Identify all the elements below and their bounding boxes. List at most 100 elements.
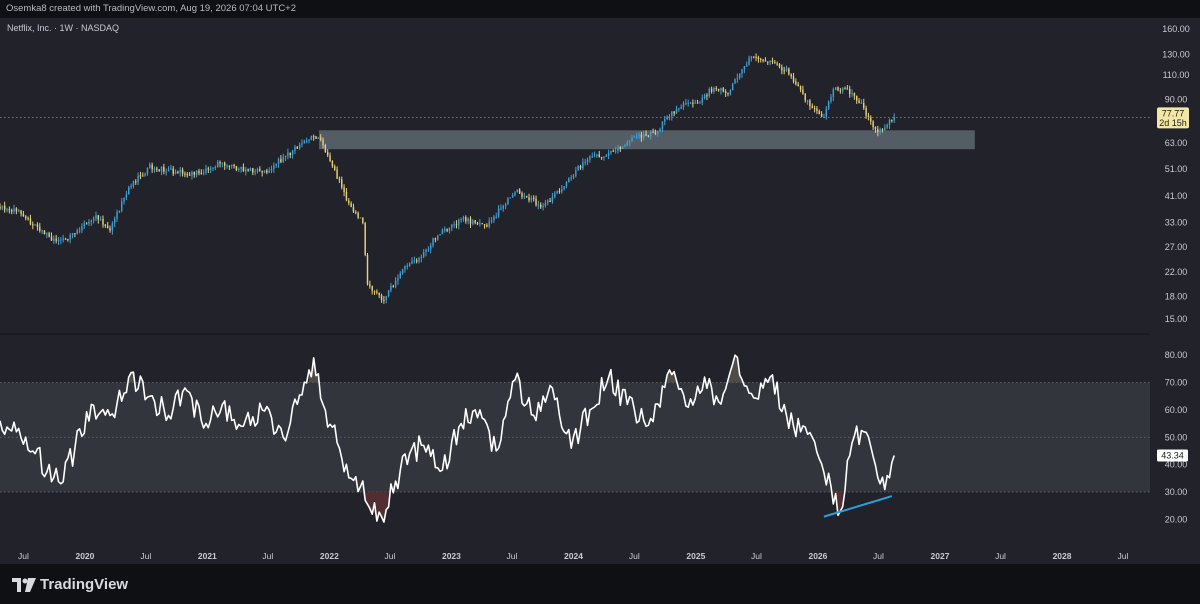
last-price-badge-bg xyxy=(1157,107,1189,129)
candle-body xyxy=(151,164,153,170)
candle xyxy=(877,125,879,137)
candle xyxy=(797,81,799,87)
rsi-pane[interactable] xyxy=(0,354,1150,523)
time-axis[interactable]: Jul 2020 Jul 2021 Jul 2022 Jul 2023 Jul 2024 Jul 20… xyxy=(18,551,1128,561)
candle xyxy=(326,148,329,158)
candle-body xyxy=(55,238,57,241)
candle xyxy=(413,256,416,264)
candle-body xyxy=(738,73,741,78)
candle xyxy=(659,127,661,133)
candle xyxy=(767,61,769,65)
candle-body xyxy=(760,59,762,61)
candle-body xyxy=(554,193,556,197)
candle-body xyxy=(769,60,771,63)
rsi-line-layer xyxy=(0,354,895,523)
candle xyxy=(556,190,558,195)
candle xyxy=(331,160,334,168)
candle xyxy=(638,131,640,140)
candle-body xyxy=(132,181,135,186)
candle-body xyxy=(366,254,369,285)
candle xyxy=(720,87,722,95)
candle-body xyxy=(642,134,645,138)
candle xyxy=(22,210,25,217)
candle xyxy=(415,258,418,264)
price-tick-label: 63.00 xyxy=(1165,138,1188,148)
candle xyxy=(156,166,158,173)
candle xyxy=(856,95,858,104)
candle xyxy=(64,237,67,240)
candle-body xyxy=(216,162,219,168)
price-tick-label: 130.00 xyxy=(1162,49,1190,59)
price-pane[interactable]: Netflix, Inc. · 1W · NASDAQ xyxy=(0,23,1150,304)
candle-body xyxy=(123,197,125,202)
candle-body xyxy=(610,150,612,153)
support-zone-layer xyxy=(319,130,975,150)
candle xyxy=(362,217,364,225)
candle-body xyxy=(394,280,397,287)
candle xyxy=(113,216,116,228)
candle xyxy=(561,185,563,194)
candle-body xyxy=(238,168,240,171)
candle-body xyxy=(172,168,174,174)
candle xyxy=(165,168,167,176)
candle-body xyxy=(710,88,713,92)
candle-body xyxy=(6,209,8,211)
candle xyxy=(673,111,675,117)
candle xyxy=(294,144,296,155)
candle-body xyxy=(495,216,497,218)
candle xyxy=(568,177,570,183)
candle-body xyxy=(120,201,123,211)
rsi-tick-label: 30.00 xyxy=(1165,487,1188,497)
candle-body xyxy=(809,100,811,107)
candle-body xyxy=(202,172,205,174)
candle-body xyxy=(170,168,172,170)
chart-area[interactable]: Netflix, Inc. · 1W · NASDAQ 160.00 130.00… xyxy=(0,18,1200,564)
candle xyxy=(652,128,654,133)
rsi-axis[interactable]: 80.00 70.00 60.00 50.00 40.00 30.00 20.00 43.34 xyxy=(1157,350,1188,524)
candle xyxy=(675,105,678,114)
candle-body xyxy=(605,155,607,157)
candle xyxy=(671,111,673,121)
candle-body xyxy=(783,70,785,72)
candle-body xyxy=(497,208,500,217)
candle xyxy=(275,163,277,168)
candle-body xyxy=(352,207,355,212)
candle-body xyxy=(458,219,460,226)
candle xyxy=(109,225,111,233)
candle xyxy=(259,166,261,172)
candle xyxy=(125,190,128,201)
candle xyxy=(6,207,8,213)
candle xyxy=(465,215,467,224)
candle xyxy=(364,221,366,257)
candle xyxy=(551,192,554,204)
candle xyxy=(497,205,500,219)
rsi-tick-label: 20.00 xyxy=(1165,514,1188,524)
candle xyxy=(809,99,811,110)
tradingview-brand[interactable]: TradingView xyxy=(8,576,128,593)
candle-body xyxy=(92,218,95,221)
candle-body xyxy=(95,215,97,219)
candle-body xyxy=(535,198,537,206)
candle xyxy=(593,151,596,158)
candle-body xyxy=(476,222,479,225)
candle xyxy=(872,120,874,131)
time-tick-year: 2027 xyxy=(931,551,950,561)
candle xyxy=(167,166,170,172)
candle-body xyxy=(277,159,280,164)
price-axis[interactable]: 160.00 130.00 110.00 90.00 63.00 51.00 41.00 33… xyxy=(1157,24,1190,324)
candle-body xyxy=(62,238,64,240)
candle-body xyxy=(223,162,226,166)
candle-body xyxy=(284,155,287,157)
candle xyxy=(18,208,20,213)
time-tick-year: 2028 xyxy=(1053,551,1072,561)
candle xyxy=(233,163,235,169)
candle xyxy=(355,210,357,215)
candle-body xyxy=(376,291,378,293)
candle-body xyxy=(886,124,888,128)
candle xyxy=(708,87,710,98)
candle-body xyxy=(32,224,34,226)
candle-body xyxy=(678,108,680,110)
candle xyxy=(32,221,34,230)
candle-body xyxy=(530,197,533,201)
candle xyxy=(287,148,289,160)
